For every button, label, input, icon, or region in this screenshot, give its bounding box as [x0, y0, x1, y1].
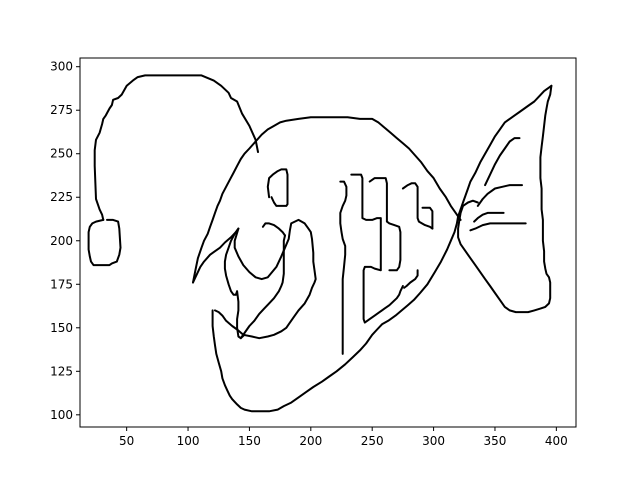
x-tick-label: 50: [119, 434, 134, 448]
y-tick-label: 250: [50, 147, 73, 161]
x-tick-label: 350: [484, 434, 507, 448]
series-line-21: [484, 137, 521, 187]
series-line-19: [469, 222, 527, 232]
series-line-6: [223, 227, 240, 296]
series-line-14: [401, 182, 434, 230]
series-line-2: [87, 218, 122, 267]
series-line-1: [93, 74, 259, 221]
y-tick-label: 125: [50, 364, 73, 378]
y-tick-label: 100: [50, 408, 73, 422]
series-line-18: [457, 84, 553, 314]
x-tick-label: 100: [177, 434, 200, 448]
axes-frame: [79, 57, 577, 428]
series-line-4: [211, 208, 462, 413]
x-tick-label: 250: [361, 434, 384, 448]
x-tick-label: 200: [299, 434, 322, 448]
series-line-20: [476, 184, 523, 207]
y-tick-label: 300: [50, 60, 73, 74]
series-line-5: [192, 116, 462, 284]
y-tick-label: 200: [50, 234, 73, 248]
plot-area: [87, 74, 553, 413]
series-line-8: [239, 234, 286, 340]
x-tick-label: 150: [238, 434, 261, 448]
series-line-10: [266, 168, 289, 207]
series-line-13: [368, 177, 402, 272]
series-line-17: [459, 84, 553, 211]
x-tick-label: 400: [545, 434, 568, 448]
series-line-15: [403, 269, 419, 289]
y-tick-label: 150: [50, 321, 73, 335]
series-line-11: [339, 180, 348, 355]
series-line-12: [350, 173, 404, 324]
x-tick-label: 300: [422, 434, 445, 448]
y-tick-label: 225: [50, 190, 73, 204]
y-axis: 100 125 150 175 200 225 250 275 300: [50, 60, 80, 422]
series-line-22: [473, 211, 505, 223]
x-axis: 50 100 150 200 250 300 350 400: [119, 427, 568, 448]
series-line-16: [421, 206, 434, 230]
y-tick-label: 275: [50, 103, 73, 117]
y-tick-label: 175: [50, 277, 73, 291]
series-line-9: [261, 222, 286, 237]
